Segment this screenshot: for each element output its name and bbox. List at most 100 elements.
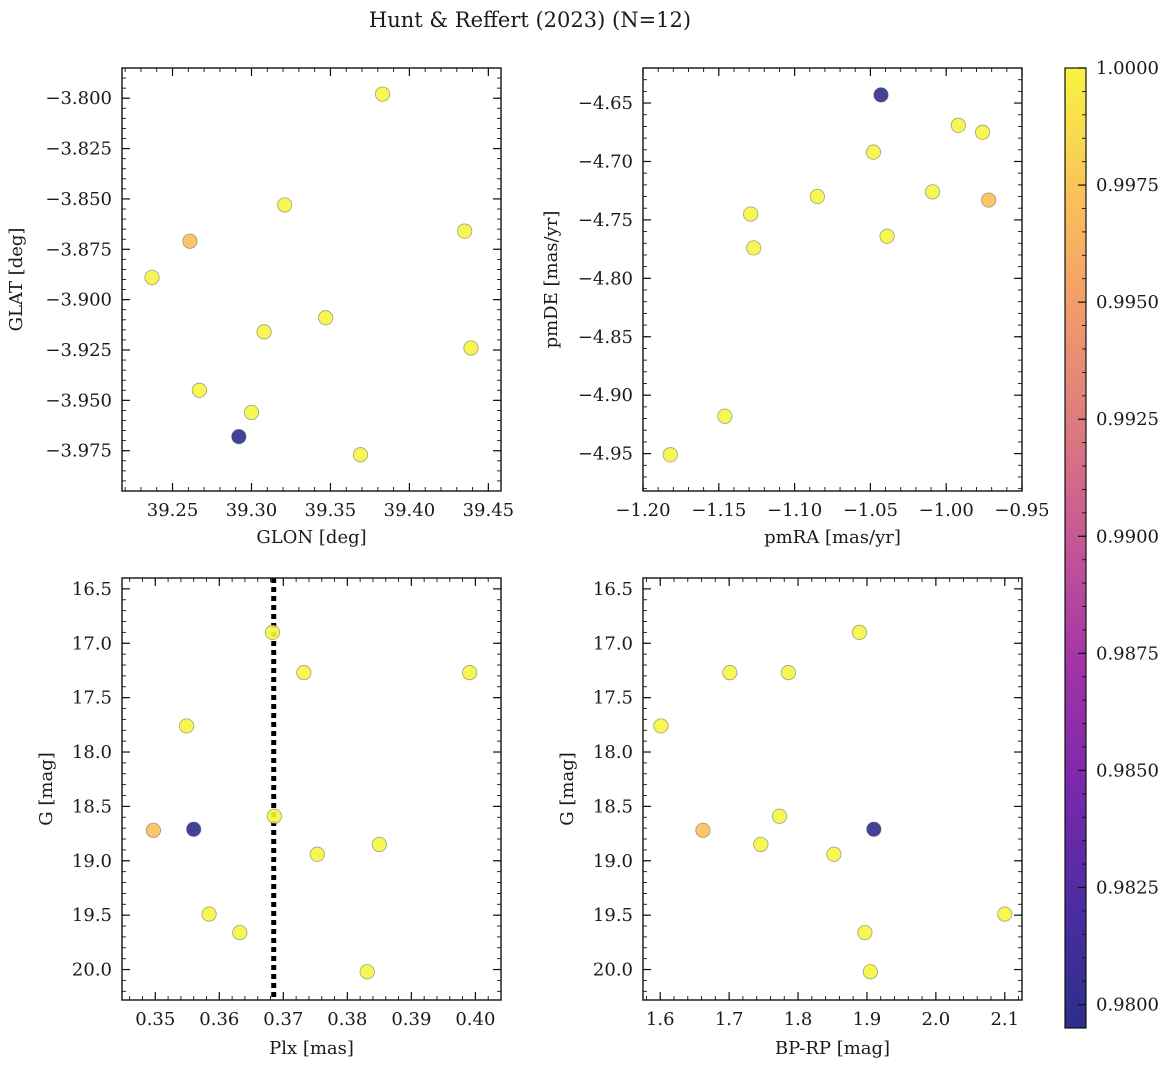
- y-tick-label: −3.875: [45, 239, 112, 260]
- scatter-point: [771, 808, 788, 824]
- y-tick-label: −3.975: [45, 441, 112, 462]
- x-tick-label: 0.39: [391, 1009, 431, 1030]
- colorbar-tick-label: 0.9950: [1096, 292, 1159, 313]
- scatter-point: [753, 836, 769, 853]
- scatter-point: [266, 808, 282, 824]
- y-tick-label: −3.825: [45, 139, 112, 160]
- scatter-point: [243, 404, 260, 421]
- y-tick-label: −3.950: [45, 390, 112, 411]
- x-tick-label: 0.37: [263, 1009, 303, 1030]
- scatter-point: [722, 665, 738, 681]
- x-tick-label: −1.05: [843, 500, 898, 521]
- y-tick-label: 20.0: [72, 960, 112, 981]
- y-tick-label: 17.5: [72, 688, 112, 709]
- x-tick-label: −1.00: [919, 500, 974, 521]
- x-tick-label: 0.36: [199, 1009, 239, 1030]
- colorbar-tick-label: 0.9850: [1096, 760, 1159, 781]
- axes-frame: [121, 577, 502, 1001]
- scatter-point: [371, 836, 387, 853]
- scatter-point: [950, 117, 966, 133]
- y-tick-label: −4.75: [578, 210, 633, 231]
- y-tick-label: −4.95: [578, 444, 633, 465]
- scatter-point: [179, 718, 195, 734]
- panel-pm: −1.20 −1.15 −1.10 −1.05 −1.00 −0.95 −4.65 −4.70…: [541, 67, 1050, 548]
- minor-ticks-x: [642, 68, 1023, 491]
- scatter-point: [277, 197, 293, 213]
- scatter-point: [653, 718, 669, 734]
- scatter-point: [695, 822, 711, 838]
- y-tick-label: 18.0: [72, 742, 112, 763]
- x-axis-label: Plx [mas]: [269, 1038, 354, 1059]
- colorbar: 0.9800 0.9825 0.9850 0.9875 0.9900 0.9925 0.99…: [1064, 58, 1159, 1029]
- scatter-point: [865, 144, 882, 160]
- scatter-point: [232, 924, 248, 941]
- scatter-point: [662, 447, 678, 463]
- axes-frame: [642, 67, 1023, 492]
- scatter-point: [746, 240, 762, 256]
- scatter-point: [231, 429, 247, 445]
- scatter-point: [182, 233, 198, 249]
- scatter-point: [296, 665, 312, 681]
- x-tick-label: −1.15: [691, 500, 746, 521]
- scatter-point: [717, 408, 733, 424]
- x-tick-label: 39.40: [384, 500, 436, 521]
- scatter-point: [309, 846, 325, 862]
- scatter-point: [256, 324, 272, 340]
- scatter-point: [191, 382, 207, 398]
- minor-ticks-y: [643, 577, 1022, 992]
- colorbar-tick-label: 1.0000: [1096, 58, 1159, 79]
- scatter-point: [974, 124, 991, 140]
- x-tick-label: 0.35: [135, 1009, 175, 1030]
- x-tick-label: 39.25: [147, 500, 199, 521]
- y-tick-label: −4.90: [578, 385, 633, 406]
- x-tick-label: 39.30: [226, 500, 278, 521]
- y-tick-label: 17.5: [593, 688, 633, 709]
- scatter-point: [997, 906, 1013, 922]
- y-tick-label: 19.0: [593, 851, 633, 872]
- x-tick-label: 1.8: [784, 1009, 813, 1030]
- x-tick-label: 2.0: [922, 1009, 951, 1030]
- scatter-point: [463, 340, 479, 356]
- colorbar-tick-label: 0.9825: [1096, 878, 1159, 899]
- x-tick-label: 39.35: [305, 500, 357, 521]
- x-tick-label: 1.7: [715, 1009, 744, 1030]
- x-tick-label: 2.1: [990, 1009, 1019, 1030]
- scatter-point: [374, 86, 391, 102]
- scatter-point: [144, 269, 160, 286]
- axes-frame: [121, 67, 502, 492]
- y-tick-label: 16.5: [72, 579, 112, 600]
- y-tick-label: 20.0: [593, 960, 633, 981]
- scatter-point: [780, 665, 796, 681]
- x-axis-label: pmRA [mas/yr]: [764, 527, 901, 548]
- y-tick-label: 19.5: [593, 905, 633, 926]
- minor-ticks-x: [129, 578, 502, 1000]
- y-axis-label: GLAT [deg]: [6, 228, 27, 332]
- x-axis-label: BP-RP [mag]: [775, 1038, 890, 1059]
- y-tick-label: 19.0: [72, 851, 112, 872]
- y-tick-label: 19.5: [72, 905, 112, 926]
- minor-ticks-y: [122, 577, 501, 992]
- scatter-point: [145, 822, 161, 838]
- y-tick-label: −4.70: [578, 151, 633, 172]
- x-tick-label: 39.45: [463, 500, 515, 521]
- colorbar-tick-label: 0.9975: [1096, 175, 1159, 196]
- y-tick-label: −3.925: [45, 340, 112, 361]
- scatter-point: [462, 665, 478, 681]
- y-tick-label: 18.5: [72, 796, 112, 817]
- x-tick-label: 0.40: [455, 1009, 495, 1030]
- scatter-point: [352, 447, 369, 463]
- axes-frame: [642, 577, 1023, 1001]
- scatter-point: [743, 206, 759, 222]
- colorbar-tick-label: 0.9925: [1096, 409, 1159, 430]
- scatter-point: [201, 906, 217, 922]
- x-tick-label: −1.10: [767, 500, 822, 521]
- y-axis-label: G [mag]: [557, 752, 578, 825]
- scatter-point: [873, 87, 889, 103]
- colorbar-tick-label: 0.9900: [1096, 526, 1159, 547]
- minor-ticks-y: [122, 67, 501, 492]
- scatter-point: [186, 821, 202, 837]
- scatter-point: [981, 192, 997, 208]
- y-tick-label: −4.85: [578, 327, 633, 348]
- scatter-point: [851, 624, 867, 640]
- scatter-point: [359, 964, 375, 980]
